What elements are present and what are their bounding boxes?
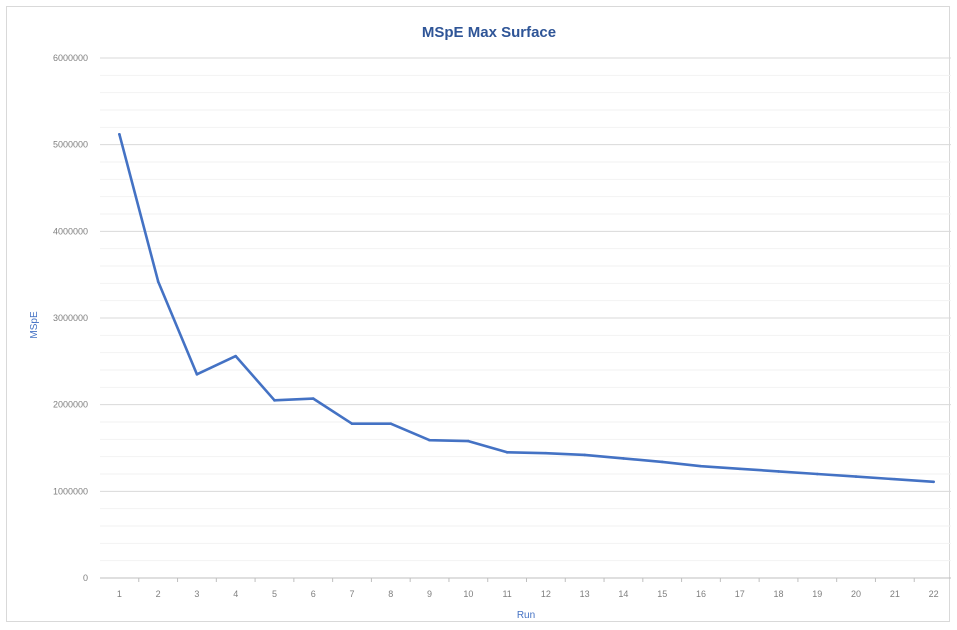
x-tick-label: 19 — [812, 589, 822, 599]
data-point — [932, 480, 935, 484]
x-tick-label: 14 — [618, 589, 628, 599]
gridlines — [100, 57, 951, 579]
chart-frame: MSpE Max Surface 0 1000000 2000000 3000000 4… — [6, 6, 951, 622]
x-tick-label: 16 — [696, 589, 706, 599]
data-point — [738, 467, 742, 471]
line-chart: MSpE Max Surface 0 1000000 2000000 3000000 4… — [29, 24, 951, 621]
y-tick-label: 3000000 — [53, 313, 88, 323]
x-tick-label: 5 — [272, 589, 277, 599]
x-tick-label: 18 — [774, 589, 784, 599]
x-tick-label: 22 — [929, 589, 939, 599]
chart-title: MSpE Max Surface — [422, 24, 556, 41]
data-point — [854, 475, 858, 478]
data-point — [311, 397, 315, 400]
x-tick-label: 6 — [311, 589, 316, 599]
y-tick-label: 2000000 — [53, 400, 88, 410]
data-point — [467, 439, 470, 443]
x-tick-label: 17 — [735, 589, 745, 599]
series-line — [118, 133, 935, 484]
x-tick-label: 21 — [890, 589, 900, 599]
data-point — [273, 399, 276, 402]
x-axis-ticks: 1 2 3 4 5 6 7 8 9 10 11 12 13 14 15 16 17 18 19 20 21 22 — [117, 578, 939, 599]
x-tick-label: 12 — [541, 589, 551, 599]
x-tick-label: 20 — [851, 589, 861, 599]
data-point — [156, 280, 160, 283]
y-tick-label: 5000000 — [53, 140, 88, 150]
y-tick-label: 4000000 — [53, 226, 88, 236]
data-point — [389, 422, 393, 426]
x-tick-label: 11 — [502, 589, 511, 599]
y-tick-label: 1000000 — [53, 486, 88, 496]
data-point — [622, 457, 625, 460]
data-point — [893, 477, 897, 481]
data-point — [660, 460, 664, 464]
data-point — [118, 132, 121, 136]
x-tick-label: 15 — [657, 589, 667, 599]
x-axis-title: Run — [517, 610, 535, 621]
x-tick-label: 10 — [463, 589, 473, 599]
data-point — [195, 373, 199, 376]
x-tick-label: 4 — [233, 589, 238, 599]
data-point — [583, 453, 586, 457]
y-axis-ticks: 0 1000000 2000000 3000000 4000000 5000000 6000… — [53, 53, 88, 583]
x-tick-label: 2 — [156, 589, 161, 599]
x-tick-label: 13 — [580, 589, 590, 599]
y-axis-title: MSpE — [29, 311, 40, 339]
data-point — [777, 470, 780, 473]
x-tick-label: 9 — [427, 589, 432, 599]
data-point — [350, 422, 354, 426]
x-tick-label: 1 — [117, 589, 122, 599]
x-tick-label: 3 — [194, 589, 199, 599]
y-tick-label: 0 — [83, 573, 88, 583]
y-tick-label: 6000000 — [53, 53, 88, 63]
data-point — [699, 464, 703, 468]
data-point — [815, 472, 819, 476]
x-tick-label: 7 — [350, 589, 355, 599]
x-tick-label: 8 — [388, 589, 393, 599]
data-point — [505, 451, 509, 454]
series-layer — [118, 132, 935, 484]
data-point — [544, 451, 548, 455]
data-point — [428, 438, 431, 442]
data-point — [234, 354, 238, 358]
